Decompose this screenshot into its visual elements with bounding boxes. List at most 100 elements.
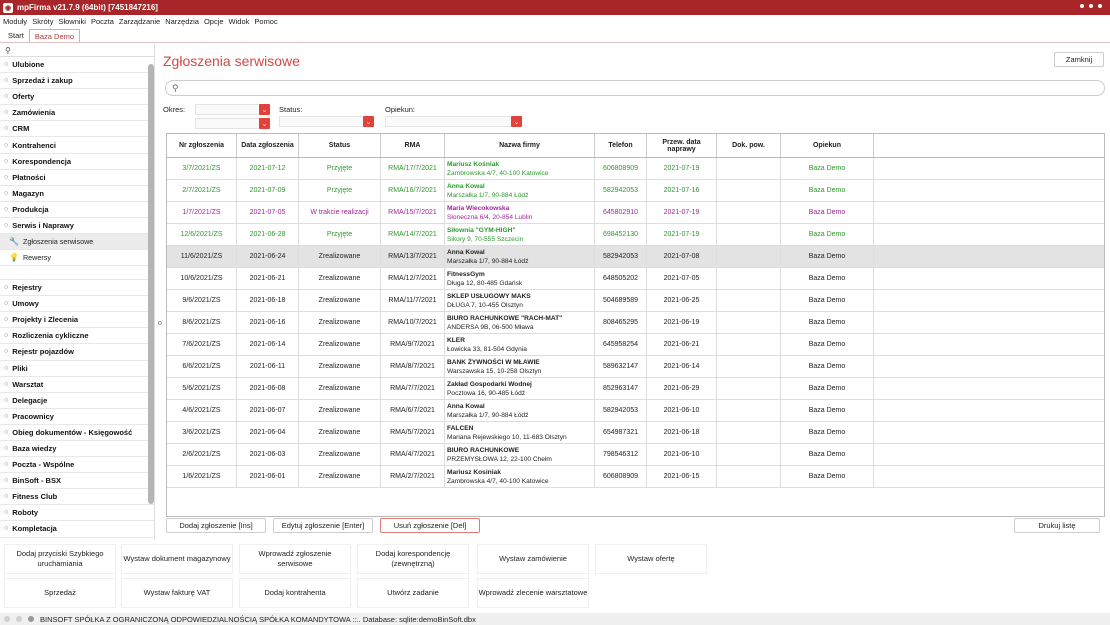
menu-item[interactable]: Skróty: [32, 17, 54, 26]
sidebar-item[interactable]: ○ Rozliczenia cykliczne: [0, 328, 154, 345]
table-row[interactable]: 1/7/2021/ZS 2021-07-05 W trakcie realizacj…: [167, 202, 1104, 224]
sidebar-item[interactable]: ○ Oferty: [0, 89, 154, 106]
sidebar-item[interactable]: ○ Produkcja: [0, 202, 154, 218]
menu-item[interactable]: Moduły: [3, 17, 28, 26]
column-header[interactable]: Status: [299, 134, 381, 157]
sidebar-item[interactable]: ○ Magazyn: [0, 186, 154, 202]
column-header[interactable]: Data zgłoszenia: [237, 134, 299, 157]
table-row[interactable]: 6/6/2021/ZS 2021-06-11 Zrealizowane RMA/8/7…: [167, 356, 1104, 378]
splitter-handle[interactable]: o: [158, 320, 162, 327]
column-header[interactable]: RMA: [381, 134, 445, 157]
sidebar-item[interactable]: ○ Warsztat: [0, 377, 154, 393]
opiekun-select[interactable]: ⌄: [385, 116, 522, 127]
quick-button[interactable]: Dodaj przyciski Szybkiego uruchamiania: [4, 544, 116, 574]
sidebar-subitem-rewersy[interactable]: 💡 Rewersy: [0, 250, 154, 267]
status-select[interactable]: ⌄: [279, 116, 374, 127]
quick-button[interactable]: Wprowadź zgłoszenie serwisowe: [239, 544, 351, 574]
table-row[interactable]: 10/6/2021/ZS 2021-06-21 Zrealizowane RMA/12…: [167, 268, 1104, 290]
sidebar-item[interactable]: ○ Korespondencja: [0, 154, 154, 170]
sidebar-item[interactable]: ○ Roboty: [0, 505, 154, 522]
sidebar-item[interactable]: ○ CRM: [0, 121, 154, 138]
table-cell-status: Zrealizowane: [299, 356, 381, 377]
expand-icon: ○: [4, 316, 9, 324]
sidebar-item[interactable]: ○ BinSoft - BSX: [0, 473, 154, 490]
sidebar-item[interactable]: ○ Serwis i Naprawy: [0, 218, 154, 235]
sidebar-item[interactable]: ○ Kompletacja: [0, 521, 154, 538]
column-header[interactable]: Przew. data naprawy: [647, 134, 717, 157]
menu-item[interactable]: Opcje: [203, 17, 224, 26]
menu-item[interactable]: Pomoc: [254, 17, 278, 26]
menu-item[interactable]: Poczta: [90, 17, 114, 26]
chevron-down-icon[interactable]: ⌄: [511, 116, 522, 127]
column-header[interactable]: Nr zgłoszenia: [167, 134, 237, 157]
quick-button[interactable]: Wystaw zamówienie: [477, 544, 589, 574]
sidebar-item[interactable]: ○ Baza wiedzy: [0, 441, 154, 458]
quick-button[interactable]: Wystaw fakturę VAT: [121, 578, 233, 608]
okres-from-select[interactable]: ⌄: [195, 104, 270, 115]
quick-button[interactable]: Wprowadź zlecenie warsztatowe: [477, 578, 589, 608]
expand-icon: ○: [4, 125, 9, 133]
tab-start[interactable]: Start: [8, 31, 24, 40]
quick-button[interactable]: Utwórz zadanie: [357, 578, 469, 608]
sidebar-item[interactable]: ○ Pracownicy: [0, 409, 154, 425]
column-header[interactable]: Nazwa firmy: [445, 134, 595, 157]
column-header[interactable]: Telefon: [595, 134, 647, 157]
sidebar-item[interactable]: ○ Projekty i Zlecenia: [0, 312, 154, 329]
sidebar-item[interactable]: ○ Obieg dokumentów - Księgowość: [0, 425, 154, 441]
table-row[interactable]: 3/7/2021/ZS 2021-07-12 Przyjęte RMA/17/7/20…: [167, 158, 1104, 180]
quick-button[interactable]: Sprzedaż: [4, 578, 116, 608]
table-row[interactable]: 4/6/2021/ZS 2021-06-07 Zrealizowane RMA/6/7…: [167, 400, 1104, 422]
chevron-down-icon[interactable]: ⌄: [363, 116, 374, 127]
sidebar-item[interactable]: ○ Delegacje: [0, 393, 154, 409]
delete-request-button[interactable]: Usuń zgłoszenie [Del]: [380, 518, 480, 533]
sidebar-item[interactable]: ○ Rejestr pojazdów: [0, 344, 154, 361]
sidebar-search[interactable]: ⚲: [0, 44, 154, 57]
menu-item[interactable]: Słowniki: [58, 17, 86, 26]
okres-to-select[interactable]: ⌄: [195, 118, 270, 129]
table-row[interactable]: 2/7/2021/ZS 2021-07-09 Przyjęte RMA/16/7/20…: [167, 180, 1104, 202]
quick-button[interactable]: Dodaj kontrahenta: [239, 578, 351, 608]
quick-button[interactable]: Wystaw ofertę: [595, 544, 707, 574]
add-request-button[interactable]: Dodaj zgłoszenie [Ins]: [166, 518, 266, 533]
table-row[interactable]: 3/6/2021/ZS 2021-06-04 Zrealizowane RMA/5/7…: [167, 422, 1104, 444]
tab-baza-demo[interactable]: Baza Demo: [28, 29, 81, 42]
quick-button[interactable]: Wystaw dokument magazynowy: [121, 544, 233, 574]
column-header[interactable]: Opiekun: [781, 134, 874, 157]
status-led-icon: [16, 616, 22, 622]
table-row[interactable]: 2/6/2021/ZS 2021-06-03 Zrealizowane RMA/4/7…: [167, 444, 1104, 466]
search-input[interactable]: ⚲: [165, 80, 1105, 96]
sidebar-item[interactable]: ○ Ulubione: [0, 57, 154, 74]
edit-request-button[interactable]: Edytuj zgłoszenie [Enter]: [273, 518, 373, 533]
table-row[interactable]: 9/6/2021/ZS 2021-06-18 Zrealizowane RMA/11/…: [167, 290, 1104, 312]
chevron-down-icon[interactable]: ⌄: [259, 104, 270, 115]
menu-item[interactable]: Narzędzia: [165, 17, 199, 26]
sidebar-item[interactable]: ○ Płatności: [0, 170, 154, 186]
quick-button[interactable]: Dodaj korespondencję (zewnętrzną): [357, 544, 469, 574]
table-row[interactable]: 11/6/2021/ZS 2021-06-24 Zrealizowane RMA/13…: [167, 246, 1104, 268]
sidebar-item[interactable]: ○ Poczta - Wspólne: [0, 457, 154, 474]
column-header[interactable]: Dok. pow.: [717, 134, 781, 157]
sidebar-item[interactable]: ○ Fitness Club: [0, 489, 154, 506]
sidebar-item[interactable]: ○ Pliki: [0, 361, 154, 377]
chevron-down-icon[interactable]: ⌄: [259, 118, 270, 129]
menu-item[interactable]: Zarządzanie: [118, 17, 161, 26]
table-row[interactable]: 5/6/2021/ZS 2021-06-08 Zrealizowane RMA/7/7…: [167, 378, 1104, 400]
menu-item[interactable]: Widok: [228, 17, 250, 26]
sidebar-item[interactable]: ○ Sprzedaż i zakup: [0, 73, 154, 90]
table-row[interactable]: 1/6/2021/ZS 2021-06-01 Zrealizowane RMA/2/7…: [167, 466, 1104, 488]
sidebar-item[interactable]: ○ Umowy: [0, 296, 154, 313]
sidebar-item[interactable]: ○ Kontrahenci: [0, 137, 154, 154]
table-cell-przew: 2021-06-21: [647, 334, 717, 355]
company-cell: Mariusz Kosiniak Zambrowska 4/7, 40-100 K…: [445, 466, 595, 487]
table-row[interactable]: 12/6/2021/ZS 2021-06-28 Przyjęte RMA/14/7/2…: [167, 224, 1104, 246]
sidebar-item[interactable]: ○ Rejestry: [0, 280, 154, 297]
window-controls[interactable]: [1080, 4, 1102, 8]
table-row[interactable]: 8/6/2021/ZS 2021-06-16 Zrealizowane RMA/10/…: [167, 312, 1104, 334]
close-button[interactable]: Zamknij: [1054, 52, 1104, 67]
table-row[interactable]: 7/6/2021/ZS 2021-06-14 Zrealizowane RMA/9/7…: [167, 334, 1104, 356]
sidebar-scrollbar[interactable]: [148, 64, 154, 504]
company-address: Długa 12, 80-485 Gdańsk: [447, 279, 523, 287]
sidebar-item[interactable]: ○ Zamówienia: [0, 105, 154, 122]
print-list-button[interactable]: Drukuj listę: [1014, 518, 1100, 533]
sidebar-subitem-zgloszenia[interactable]: 🔧 Zgłoszenia serwisowe: [0, 234, 154, 251]
